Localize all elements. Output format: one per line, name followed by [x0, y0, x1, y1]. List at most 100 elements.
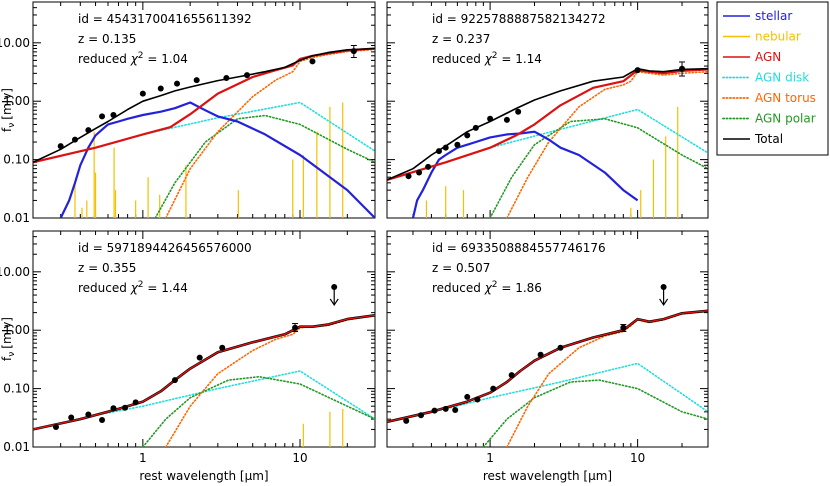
y-tick-label: 0.01: [3, 440, 30, 454]
source-id: id = 5971894426456576000: [78, 241, 252, 255]
photometry-point: [309, 58, 316, 65]
reduced-chi2: reduced χ2 = 1.86: [432, 280, 542, 295]
chi2-symbol: χ: [130, 281, 139, 295]
photometry-point: [472, 124, 479, 131]
photometry-point: [110, 112, 117, 119]
photometry-point: [490, 385, 497, 392]
legend-label: AGN: [755, 50, 781, 64]
chi2-symbol: χ: [484, 52, 493, 66]
stellar-curve: [411, 130, 639, 218]
chi2-value: = 1.04: [144, 52, 188, 66]
chi2-prefix: reduced: [432, 281, 485, 295]
upper-limit-arrowhead: [329, 298, 339, 307]
y-tick-label: 10.00: [0, 36, 30, 50]
chi2-exponent: 2: [138, 51, 144, 61]
chi2-exponent: 2: [138, 280, 144, 290]
agn-polar-curve: [482, 379, 708, 447]
photometry-point: [68, 414, 75, 421]
photometry-point: [57, 143, 64, 150]
x-axis-label: rest wavelength [μm]: [139, 469, 268, 483]
chi2-exponent: 2: [492, 280, 498, 290]
total-curve: [33, 47, 375, 164]
chi2-prefix: reduced: [78, 52, 131, 66]
x-tick-label: 10: [292, 451, 307, 465]
photometry-point: [442, 405, 449, 412]
agn-polar-curve: [489, 118, 708, 218]
redshift: z = 0.507: [432, 261, 490, 275]
photometry-point: [193, 77, 200, 84]
photometry-point: [452, 407, 459, 414]
y-axis-label: fν [mJy]: [0, 88, 17, 132]
x-tick-label: 1: [139, 451, 147, 465]
panel-curves: [387, 67, 708, 218]
photometry-point: [474, 396, 481, 403]
panel-curves: [33, 47, 375, 218]
upper-limit-arrowhead: [659, 298, 669, 307]
chi2-value: = 1.86: [498, 281, 542, 295]
photometry-point: [634, 67, 641, 74]
agn-disk-curve: [33, 101, 375, 164]
photometry-point: [174, 80, 181, 87]
legend-label: AGN polar: [755, 112, 816, 126]
chi2-value: = 1.44: [144, 281, 188, 295]
reduced-chi2: reduced χ2 = 1.04: [78, 51, 188, 66]
photometry-point: [435, 148, 442, 155]
legend: stellar nebular AGN AGN disk AGN torus AGN po…: [716, 1, 829, 156]
photometry-point: [244, 72, 251, 79]
source-id: id = 9225788887582134272: [432, 12, 606, 26]
reduced-chi2: reduced χ2 = 1.14: [432, 51, 542, 66]
photometry-point: [139, 90, 146, 97]
total-curve: [33, 314, 375, 431]
chi2-prefix: reduced: [432, 52, 485, 66]
agn-curve: [387, 310, 708, 423]
photometry-point: [487, 115, 494, 122]
redshift: z = 0.237: [432, 32, 490, 46]
reduced-chi2: reduced χ2 = 1.44: [78, 280, 188, 295]
agn-torus-curve: [165, 314, 375, 447]
y-axis-label-sub: ν: [7, 123, 17, 128]
total-curve: [387, 309, 708, 424]
agn-torus-curve: [165, 48, 375, 218]
source-id: id = 4543170041655611392: [78, 12, 252, 26]
agn-torus-curve: [506, 70, 708, 218]
agn-curve: [33, 314, 375, 431]
sed-panel-4: 1 10 rest wavelength [μm] id = 693350888455…: [386, 230, 709, 483]
photometry-point: [99, 113, 106, 120]
y-axis-label-unit: [mJy]: [0, 317, 14, 349]
y-axis-label-symbol: f: [0, 127, 14, 132]
legend-box: [716, 1, 829, 156]
photometry-point: [442, 144, 449, 151]
legend-label: AGN torus: [755, 91, 816, 105]
photometry-point: [679, 65, 686, 72]
photometry-point: [292, 324, 299, 331]
sed-panel-3: 1 10 0.01 0.10 1.00 10.00 fν [mJy] rest waveleng…: [0, 230, 376, 483]
photometry-point: [508, 372, 515, 379]
x-axis-label: rest wavelength [μm]: [483, 469, 612, 483]
photometry-point: [403, 417, 410, 424]
redshift: z = 0.355: [78, 261, 136, 275]
photometry-point: [196, 354, 203, 361]
chi2-value: = 1.14: [498, 52, 542, 66]
legend-label: stellar: [755, 9, 792, 23]
sed-panel-1: 0.01 0.10 1.00 10.00 fν [mJy] id = 45431700416…: [0, 1, 376, 225]
total-curve: [387, 67, 708, 181]
x-tick-label: 10: [630, 451, 645, 465]
photometry-point: [157, 85, 164, 92]
y-axis-label: fν [mJy]: [0, 317, 17, 361]
panel-curves: [33, 314, 375, 447]
agn-polar-curve: [154, 114, 375, 218]
photometry-point: [122, 404, 129, 411]
y-tick-label: 1.00: [3, 323, 30, 337]
stellar-curve: [59, 101, 375, 218]
photometry-point: [405, 173, 412, 180]
photometry-point: [537, 351, 544, 358]
photometry-point: [52, 424, 59, 431]
photometry-point: [620, 324, 627, 331]
y-axis-label-unit: [mJy]: [0, 88, 14, 120]
source-id: id = 6933508884557746176: [432, 241, 606, 255]
photometry-point: [219, 344, 226, 351]
photometry-point: [85, 411, 92, 418]
agn-torus-curve: [506, 310, 708, 447]
photometry-point: [110, 405, 117, 412]
